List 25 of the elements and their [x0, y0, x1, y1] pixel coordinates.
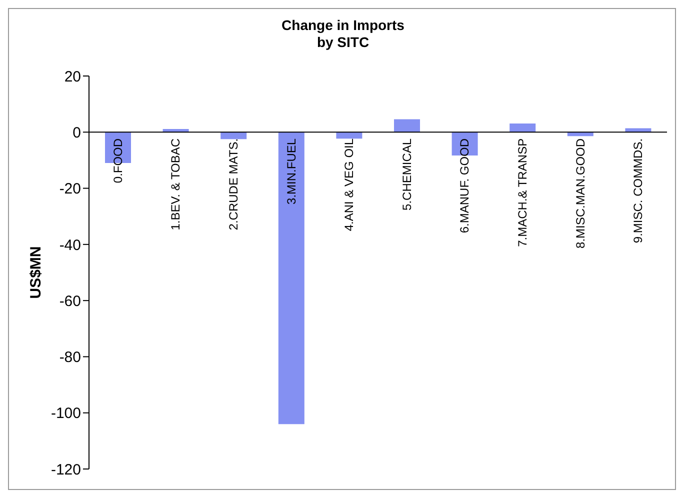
y-tick-label: -20 — [59, 180, 81, 198]
x-tick-label: 3.MIN.FUEL — [284, 138, 298, 204]
x-tick-label: 8.MISC.MAN.GOOD — [573, 138, 588, 248]
y-tick-label: -40 — [59, 236, 81, 254]
x-tick-label: 2.CRUDE MATS. — [226, 138, 240, 230]
x-tick-label: 6.MANUF. GOOD — [458, 138, 472, 234]
chart-title: Change in Imports by SITC — [280, 17, 406, 51]
bar — [394, 119, 420, 132]
y-tick-label: 0 — [72, 124, 81, 142]
x-tick-label: 7.MACH.& TRANSP — [516, 138, 530, 247]
y-tick-label: -60 — [59, 292, 81, 310]
x-tick-label: 4.ANI & VEG OIL — [342, 138, 356, 232]
y-tick-label: -120 — [50, 461, 81, 478]
y-tick-label: -80 — [59, 349, 81, 366]
x-tick-label: 9.MISC. COMMDS. — [631, 138, 646, 244]
y-tick-label: 20 — [64, 68, 81, 86]
x-tick-label: 1.BEV. & TOBAC — [168, 138, 183, 230]
y-tick-label: -100 — [50, 405, 81, 422]
x-tick-label: 0.FOOD — [110, 138, 125, 184]
bar — [510, 123, 536, 132]
bar — [278, 132, 304, 424]
x-tick-label: 5.CHEMICAL — [400, 138, 414, 210]
bar — [220, 132, 247, 140]
y-axis-title: US$MN — [27, 246, 44, 299]
bar — [336, 132, 362, 139]
